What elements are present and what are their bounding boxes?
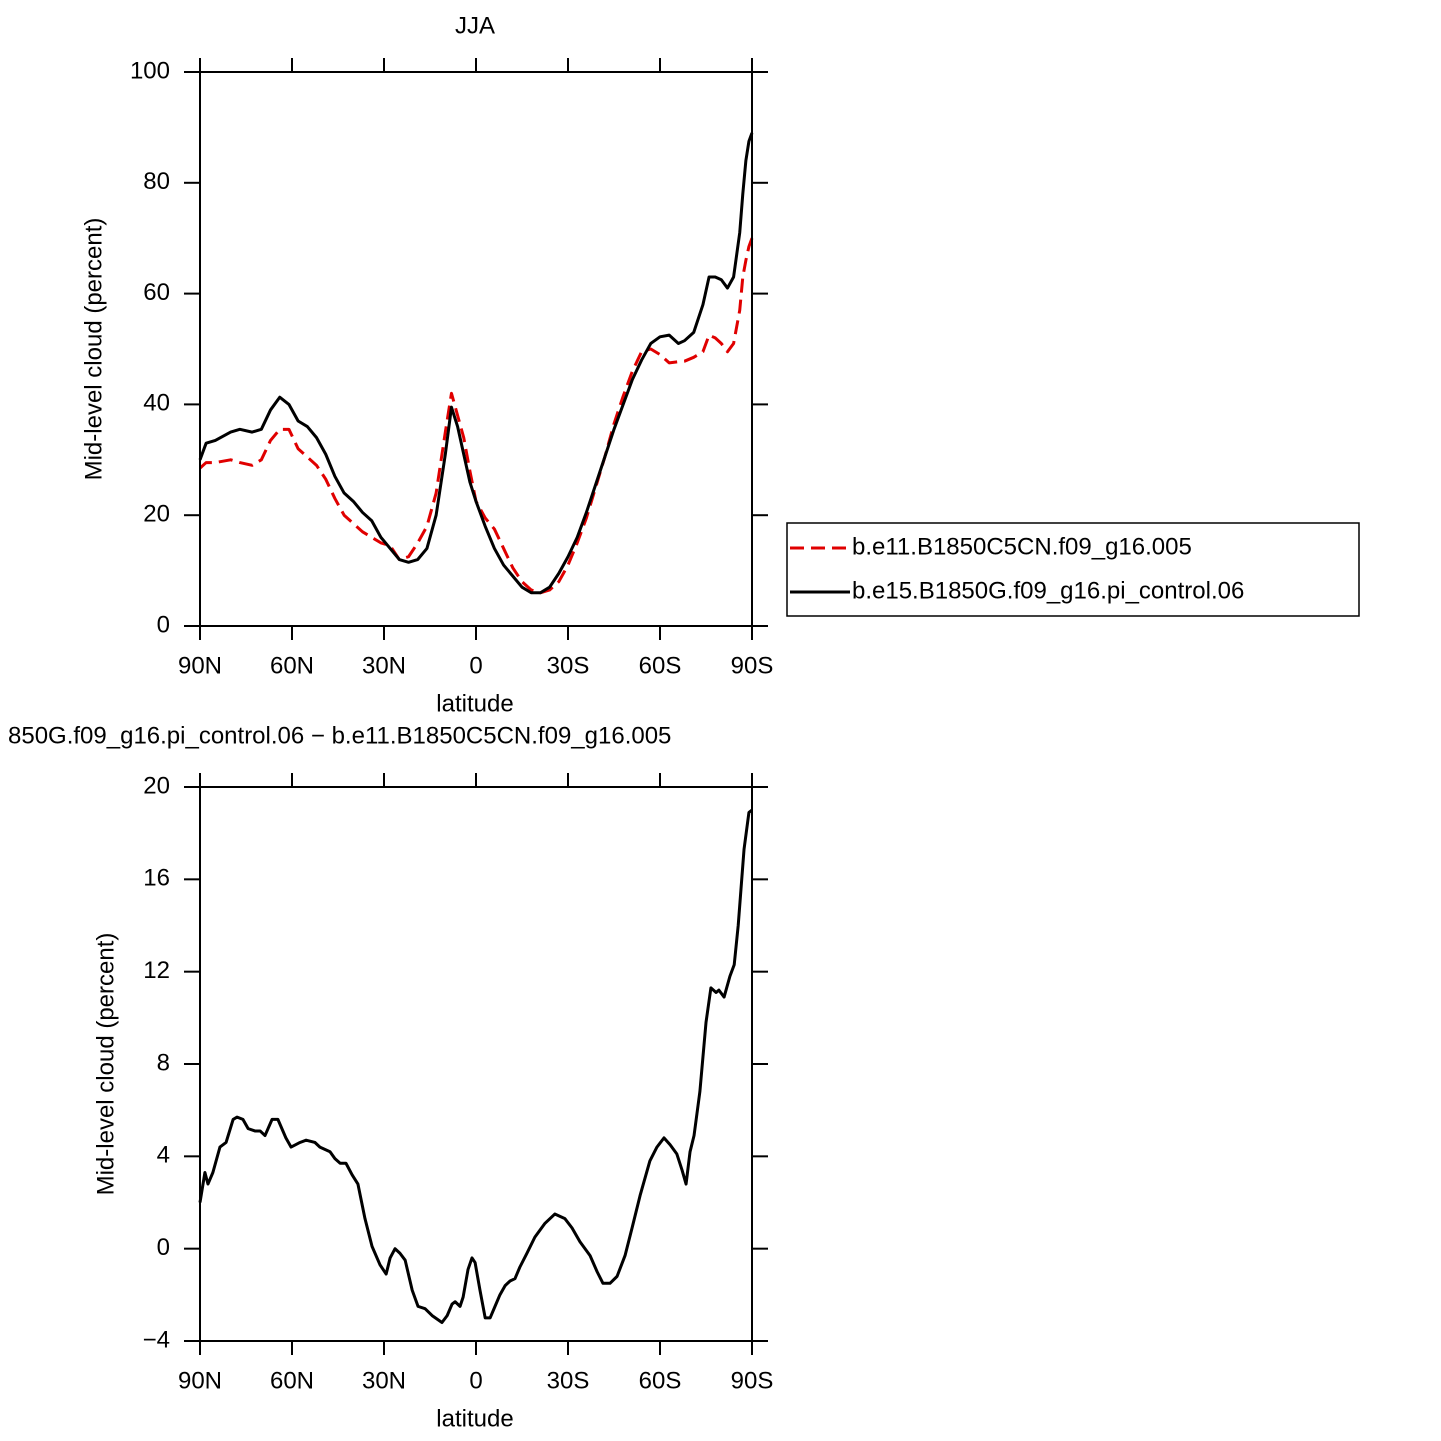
data-line [198, 808, 753, 1325]
y-tick-label: 20 [143, 772, 170, 799]
y-tick-label: 0 [157, 611, 170, 638]
y-tick-label: 60 [143, 279, 170, 306]
y-tick-label: 80 [143, 168, 170, 195]
x-tick-label: 0 [469, 652, 482, 679]
y-tick-label: −4 [143, 1326, 170, 1353]
x-tick-label: 30N [362, 1367, 406, 1394]
y-axis-label: Mid-level cloud (percent) [92, 933, 119, 1196]
y-tick-label: 4 [157, 1142, 170, 1169]
y-tick-label: 16 [143, 865, 170, 892]
y-tick-label: 40 [143, 390, 170, 417]
x-tick-label: 60N [270, 652, 314, 679]
x-tick-label: 30N [362, 652, 406, 679]
plot-frame [199, 71, 753, 627]
legend-label: b.e11.B1850C5CN.f09_g16.005 [852, 533, 1192, 560]
x-axis-label: latitude [436, 1405, 513, 1432]
y-tick-label: 100 [130, 57, 170, 84]
x-tick-label: 90S [731, 652, 774, 679]
y-axis-label: Mid-level cloud (percent) [80, 218, 107, 481]
x-tick-label: 30S [547, 1367, 590, 1394]
chart-title: 850G.f09_g16.pi_control.06 − b.e11.B1850… [8, 722, 671, 749]
legend-label: b.e15.B1850G.f09_g16.pi_control.06 [852, 577, 1244, 604]
x-tick-label: 30S [547, 652, 590, 679]
x-tick-label: 90S [731, 1367, 774, 1394]
chart-title: JJA [455, 12, 495, 39]
x-tick-label: 90N [178, 1367, 222, 1394]
y-tick-label: 0 [157, 1234, 170, 1261]
x-tick-label: 60S [639, 652, 682, 679]
plot-frame [199, 786, 753, 1342]
x-tick-label: 60S [639, 1367, 682, 1394]
x-tick-label: 0 [469, 1367, 482, 1394]
legend-box [786, 522, 1360, 617]
data-line [198, 237, 754, 595]
x-tick-label: 60N [270, 1367, 314, 1394]
y-tick-label: 12 [143, 957, 170, 984]
x-axis-label: latitude [436, 690, 513, 717]
y-tick-label: 8 [157, 1049, 170, 1076]
data-line [198, 132, 754, 595]
y-tick-label: 20 [143, 501, 170, 528]
x-tick-label: 90N [178, 652, 222, 679]
